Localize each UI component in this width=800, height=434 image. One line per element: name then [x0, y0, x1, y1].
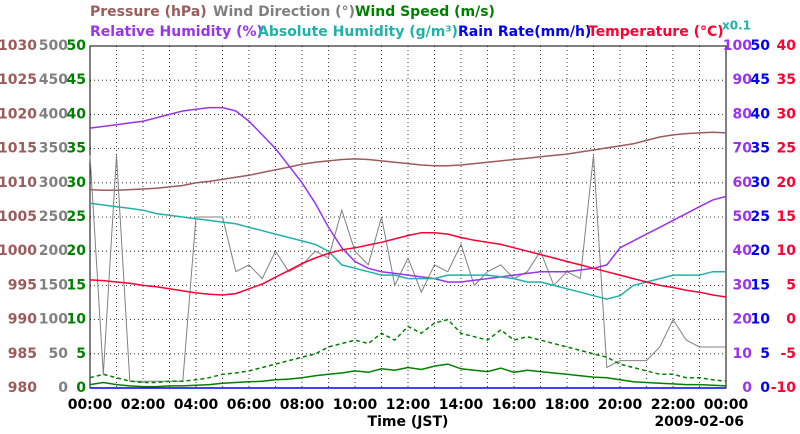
- y-tick-label: 10: [67, 312, 87, 328]
- y-tick-label: 50: [751, 38, 771, 54]
- y-tick-label: 20: [733, 312, 753, 328]
- y-tick-label: 25: [67, 209, 86, 225]
- y-tick-label: 40: [777, 38, 797, 54]
- x-tick-label: 02:00: [121, 397, 166, 413]
- y-tick-label: 400: [39, 106, 68, 122]
- x-tick-label: 10:00: [333, 397, 378, 413]
- x-tick-label: 22:00: [651, 397, 696, 413]
- y-tick-label: 0: [760, 380, 770, 396]
- y-tick-label: -5: [780, 346, 796, 362]
- axis-scale-label: x0.1: [722, 19, 751, 33]
- y-tick-label: 35: [67, 141, 86, 157]
- y-tick-label: 35: [751, 141, 770, 157]
- series-line: [89, 231, 727, 298]
- x-tick-label: 12:00: [386, 397, 431, 413]
- legend-label: Absolute Humidity (g/m³): [258, 24, 458, 40]
- y-tick-label: 0: [76, 380, 86, 396]
- y-tick-label: 10: [733, 346, 753, 362]
- y-tick-label: 40: [67, 106, 87, 122]
- y-tick-label: 980: [8, 380, 37, 396]
- y-tick-label: 10: [751, 312, 771, 328]
- y-tick-label: 1025: [0, 72, 37, 88]
- y-tick-label: 20: [751, 243, 771, 259]
- y-tick-label: 20: [67, 243, 87, 259]
- legend-label: Relative Humidity (%): [90, 24, 263, 40]
- series-line: [89, 363, 727, 388]
- series-line: [89, 318, 727, 384]
- y-tick-label: 80: [733, 106, 753, 122]
- y-tick-label: 70: [733, 141, 753, 157]
- y-tick-label: 150: [39, 277, 68, 293]
- y-tick-label: 50: [67, 38, 87, 54]
- y-tick-label: 1015: [0, 141, 37, 157]
- series-line: [89, 131, 727, 192]
- y-tick-label: 45: [67, 72, 86, 88]
- y-tick-label: 30: [751, 175, 771, 191]
- y-tick-label: 200: [39, 243, 68, 259]
- series-line: [89, 106, 727, 283]
- y-tick-label: 350: [39, 141, 68, 157]
- y-tick-label: 30: [67, 175, 87, 191]
- y-tick-label: 5: [786, 277, 796, 293]
- y-tick-label: 5: [76, 346, 86, 362]
- y-tick-label: 50: [733, 209, 753, 225]
- y-tick-label: 0: [58, 380, 68, 396]
- y-tick-label: 5: [760, 346, 770, 362]
- x-tick-label: 18:00: [545, 397, 590, 413]
- legend-label: Rain Rate(mm/h): [458, 24, 591, 40]
- y-tick-label: 15: [777, 209, 796, 225]
- y-tick-label: 45: [751, 72, 770, 88]
- y-tick-label: 1010: [0, 175, 37, 191]
- y-tick-label: 0: [742, 380, 752, 396]
- y-tick-label: 20: [777, 175, 797, 191]
- series-line: [89, 202, 726, 300]
- y-tick-label: 100: [723, 38, 752, 54]
- y-tick-label: 50: [49, 346, 69, 362]
- y-tick-label: 10: [777, 243, 797, 259]
- y-tick-label: 25: [777, 141, 796, 157]
- y-tick-label: 35: [777, 72, 796, 88]
- y-tick-label: 985: [8, 346, 37, 362]
- y-tick-label: 60: [733, 175, 753, 191]
- x-tick-label: 00:00: [68, 397, 113, 413]
- legend-label: Wind Speed (m/s): [355, 4, 495, 20]
- legend-label: Temperature (°C): [588, 24, 724, 40]
- y-tick-label: 500: [39, 38, 68, 54]
- y-tick-label: 1005: [0, 209, 37, 225]
- y-tick-label: 90: [733, 72, 753, 88]
- legend-label: Pressure (hPa): [90, 4, 207, 20]
- y-tick-label: 15: [751, 277, 770, 293]
- y-tick-label: 995: [8, 277, 37, 293]
- x-tick-label: 14:00: [439, 397, 484, 413]
- y-tick-label: 15: [67, 277, 86, 293]
- x-tick-label: 08:00: [280, 397, 325, 413]
- date-label: 2009-02-06: [654, 414, 744, 430]
- y-tick-label: 40: [733, 243, 753, 259]
- y-tick-label: 990: [8, 312, 37, 328]
- y-tick-label: 25: [751, 209, 770, 225]
- y-tick-label: 300: [39, 175, 68, 191]
- y-tick-label: 30: [777, 106, 797, 122]
- y-tick-label: 1030: [0, 38, 37, 54]
- x-tick-label: 20:00: [598, 397, 643, 413]
- x-tick-label: 06:00: [227, 397, 272, 413]
- x-tick-label: 00:00: [704, 397, 749, 413]
- y-tick-label: 1000: [0, 243, 37, 259]
- y-tick-label: 100: [39, 312, 68, 328]
- y-tick-label: 30: [733, 277, 753, 293]
- y-tick-label: 0: [786, 312, 796, 328]
- y-tick-label: 1020: [0, 106, 37, 122]
- y-tick-label: 40: [751, 106, 771, 122]
- y-tick-label: -10: [771, 380, 797, 396]
- legend-label: Wind Direction (°): [213, 4, 355, 20]
- x-axis-title: Time (JST): [368, 414, 449, 430]
- x-tick-label: 16:00: [492, 397, 537, 413]
- series-line: [89, 155, 726, 382]
- y-tick-label: 250: [39, 209, 68, 225]
- y-tick-label: 450: [39, 72, 68, 88]
- x-tick-label: 04:00: [174, 397, 219, 413]
